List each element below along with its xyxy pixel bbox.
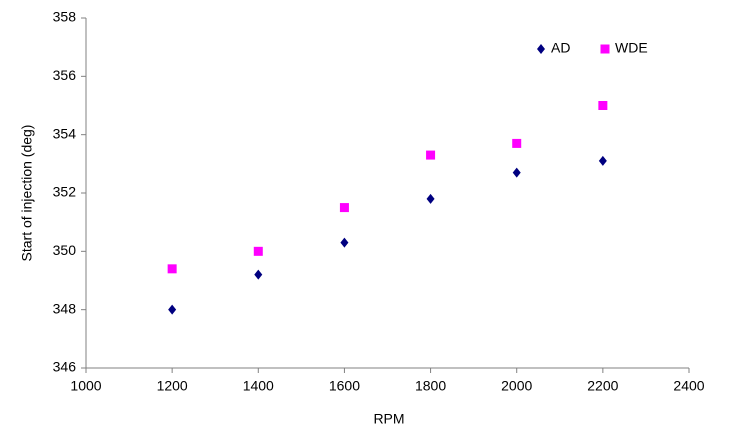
- x-tick-label: 2000: [501, 378, 532, 394]
- y-axis-label: Start of injection (deg): [19, 125, 35, 262]
- x-tick-label: 1200: [157, 378, 188, 394]
- legend-label: WDE: [615, 40, 648, 56]
- x-tick-label: 1000: [70, 378, 101, 394]
- point: [339, 203, 349, 213]
- y-tick-label: 348: [53, 300, 77, 316]
- x-tick-label: 1800: [415, 378, 446, 394]
- point: [512, 167, 521, 178]
- point: [254, 269, 263, 280]
- legend-marker: [537, 44, 545, 54]
- x-tick-label: 2400: [673, 378, 704, 394]
- x-axis-label: RPM: [373, 411, 404, 427]
- legend-label: AD: [551, 40, 570, 56]
- y-tick-label: 346: [53, 359, 77, 375]
- point: [598, 155, 607, 166]
- y-tick-label: 352: [53, 184, 77, 200]
- x-tick-label: 2200: [587, 378, 618, 394]
- point: [426, 193, 435, 204]
- point: [168, 304, 177, 315]
- y-tick-label: 356: [53, 67, 77, 83]
- point: [340, 237, 349, 248]
- point: [598, 101, 608, 110]
- point: [253, 246, 263, 256]
- point: [512, 138, 522, 148]
- legend-marker: [600, 44, 610, 54]
- point: [167, 264, 177, 274]
- x-tick-label: 1600: [329, 378, 360, 394]
- y-tick-label: 354: [53, 125, 77, 141]
- x-tick-label: 1400: [243, 378, 274, 394]
- y-tick-label: 350: [53, 242, 77, 258]
- y-tick-label: 358: [53, 9, 77, 25]
- point: [426, 150, 436, 160]
